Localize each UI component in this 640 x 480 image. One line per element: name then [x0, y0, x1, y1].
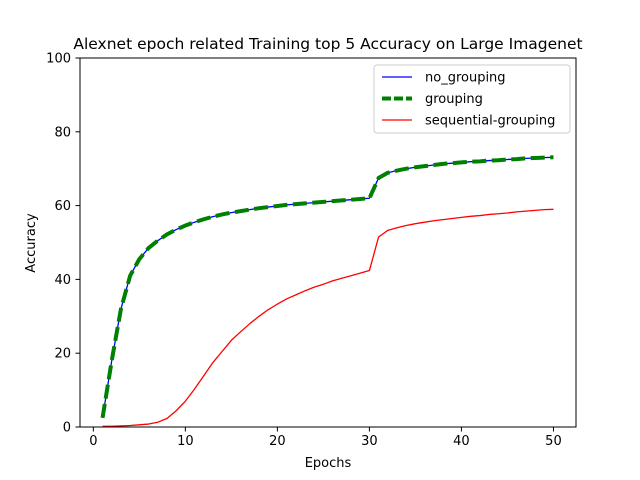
x-tick-label: 40: [453, 434, 470, 449]
axes-layer: 0 10 20 30 40 50 0 20 40 60 80 100: [46, 52, 577, 449]
series-line-no_grouping: [101, 156, 554, 418]
plot-frame: [79, 57, 577, 428]
legend: no_grouping grouping sequential-grouping: [373, 64, 571, 134]
legend-box: [373, 64, 571, 134]
x-tick-label: 50: [545, 434, 562, 449]
y-axis-label: Accuracy: [24, 213, 39, 273]
y-tick-label: 20: [54, 347, 71, 362]
legend-label-sequential-grouping: sequential-grouping: [425, 114, 555, 129]
x-tick-label: 0: [89, 434, 97, 449]
legend-label-grouping: grouping: [425, 92, 483, 107]
y-tick-label: 100: [46, 52, 71, 67]
legend-label-no_grouping: no_grouping: [425, 71, 506, 86]
series-line-grouping: [100, 155, 554, 419]
y-tick-label: 80: [54, 125, 71, 140]
plot-layer: [100, 155, 554, 427]
series-line-sequential-grouping: [102, 208, 554, 427]
chart-title: Alexnet epoch related Training top 5 Acc…: [73, 35, 582, 53]
x-tick-label: 10: [177, 434, 194, 449]
y-tick-label: 0: [63, 421, 71, 436]
x-axis-label: Epochs: [305, 456, 352, 471]
y-tick-label: 60: [54, 199, 71, 214]
x-tick-label: 20: [269, 434, 286, 449]
y-tick-label: 40: [54, 273, 71, 288]
x-tick-label: 30: [361, 434, 378, 449]
